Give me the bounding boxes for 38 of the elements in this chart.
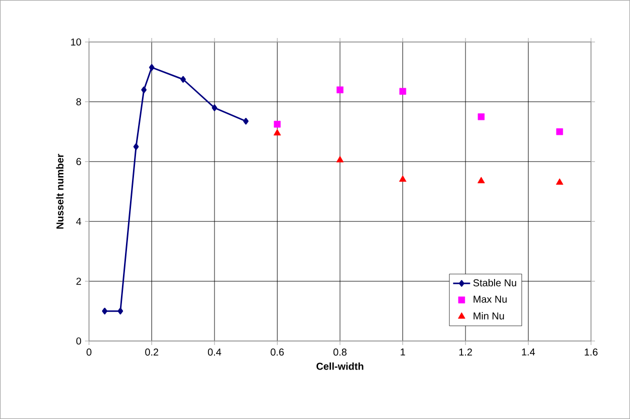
y-tick-label: 8 (76, 98, 82, 106)
point (556, 128, 564, 136)
x-tick-label: 0.4 (208, 348, 222, 356)
y-tick-label: 2 (76, 278, 81, 285)
y-tick-label: 4 (76, 218, 82, 225)
point (243, 118, 249, 125)
x-tick-label: 1.2 (459, 348, 472, 356)
x-tick-label: 0 (86, 348, 92, 356)
x-tick-label: 0.2 (145, 348, 158, 356)
x-tick-label: 0.8 (333, 348, 347, 356)
legend-label: Max Nu (474, 296, 507, 303)
point (102, 308, 108, 314)
x-axis-title: Cell-width (316, 362, 364, 370)
point (399, 88, 406, 95)
y-axis-title: Nusselt number (56, 154, 64, 229)
point (478, 113, 485, 120)
point (212, 104, 218, 112)
point (141, 86, 147, 94)
x-tick-label: 0.6 (270, 348, 284, 356)
point (118, 308, 124, 314)
legend-label: Stable Nu (473, 279, 516, 286)
y-tick-label: 10 (71, 38, 82, 46)
point (274, 128, 281, 136)
y-tick-label: 6 (76, 158, 82, 166)
point (399, 175, 406, 182)
x-tick-label: 1 (400, 348, 406, 356)
point (336, 86, 344, 94)
point (274, 120, 281, 128)
point (149, 64, 154, 71)
point (133, 143, 139, 150)
point (478, 176, 485, 184)
point (556, 178, 564, 185)
x-tick-label: 1.6 (584, 348, 598, 356)
point (180, 76, 186, 83)
x-tick-label: 1.4 (522, 348, 535, 356)
point (336, 156, 344, 162)
legend-label: Min Nu (474, 312, 504, 320)
y-tick-label: 0 (76, 337, 82, 345)
